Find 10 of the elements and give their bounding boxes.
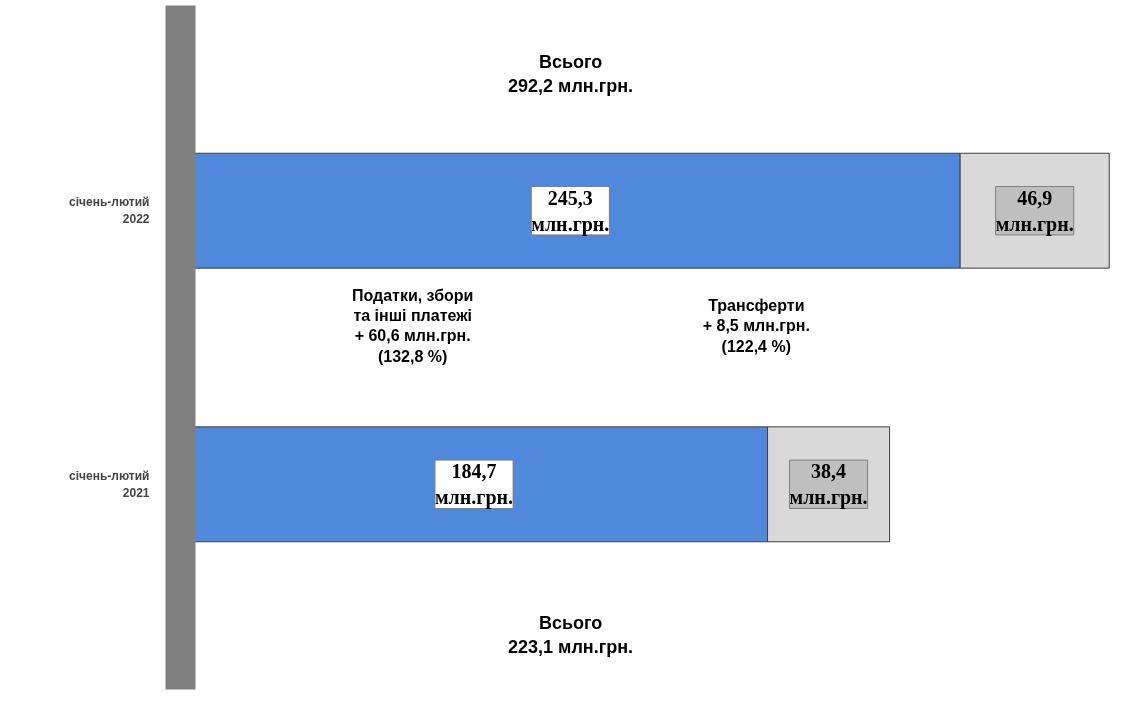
annotation: Всього 223,1 млн.грн.: [508, 612, 634, 657]
data-label: 245,3 млн.грн.: [531, 186, 610, 236]
data-label: 38,4 млн.грн.: [789, 460, 868, 510]
data-label: 184,7 млн.грн.: [434, 460, 514, 510]
y-tick-label: січень-лютий 2021: [69, 468, 150, 500]
annotation: Податки, збори та інші платежі + 60,6 млн.грн. (132,8 %): [351, 286, 474, 365]
annotation: Трансферти + 8,5 млн.грн. (122,4 %): [702, 296, 810, 355]
data-label: 46,9 млн.грн.: [995, 186, 1074, 236]
y-tick-label: січень-лютий 2022: [69, 195, 150, 227]
annotation: Всього 292,2 млн.грн.: [508, 51, 634, 96]
